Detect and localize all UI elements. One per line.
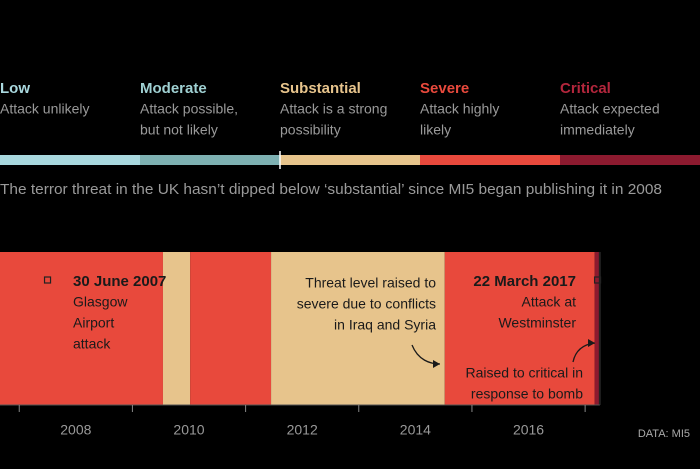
- threat-band: [190, 252, 272, 405]
- level-name: Severe: [420, 80, 469, 97]
- annotation-text: Westminster: [498, 315, 576, 331]
- x-tick-label: 2012: [287, 422, 318, 438]
- level-swatch: [280, 155, 420, 165]
- x-tick-label: 2008: [60, 422, 91, 438]
- arrow-head: [588, 339, 595, 347]
- level-description: Attack expected: [560, 101, 660, 117]
- x-tick-label: 2014: [400, 422, 431, 438]
- annotation-text: Attack at: [522, 294, 577, 310]
- threat-band: [271, 252, 445, 405]
- annotation-text: in Iraq and Syria: [334, 317, 436, 333]
- x-tick-label: 2010: [173, 422, 204, 438]
- level-name: Low: [0, 80, 30, 97]
- level-description: Attack possible,: [140, 101, 238, 117]
- arrow-head: [433, 360, 440, 368]
- annotation-text: Glasgow: [73, 294, 128, 310]
- level-swatch: [420, 155, 560, 165]
- threat-band: [444, 252, 595, 405]
- threat-band: [594, 252, 600, 405]
- level-description: possibility: [280, 122, 341, 138]
- x-tick-label: 2016: [513, 422, 544, 438]
- level-swatch: [560, 155, 700, 165]
- annotation-text: Raised to critical in: [466, 365, 584, 381]
- event-marker: [43, 276, 52, 284]
- annotation-text: severe due to conflicts: [297, 296, 436, 312]
- level-description: likely: [420, 122, 451, 138]
- level-description: Attack unlikely: [0, 101, 89, 117]
- source: DATA: MI5: [638, 428, 690, 440]
- threat-band: [162, 252, 191, 405]
- annotation-text: response to bomb: [471, 386, 583, 402]
- event-marker: [593, 276, 602, 284]
- subtitle: The terror threat in the UK hasn’t dippe…: [0, 181, 662, 198]
- level-name: Moderate: [140, 80, 207, 97]
- annotation-title: 30 June 2007: [73, 273, 166, 290]
- level-description: Attack is a strong: [280, 101, 387, 117]
- level-swatch: [0, 155, 140, 165]
- threat-band: [0, 252, 163, 405]
- level-description: but not likely: [140, 122, 218, 138]
- annotation-title: 22 March 2017: [473, 273, 576, 290]
- annotation-text: Threat level raised to: [305, 275, 436, 291]
- level-description: Attack highly: [420, 101, 499, 117]
- annotation-text: Airport: [73, 315, 114, 331]
- level-description: immediately: [560, 122, 635, 138]
- level-swatch: [140, 155, 280, 165]
- annotation-text: attack: [73, 336, 111, 352]
- level-name: Substantial: [280, 80, 361, 97]
- level-name: Critical: [560, 80, 611, 97]
